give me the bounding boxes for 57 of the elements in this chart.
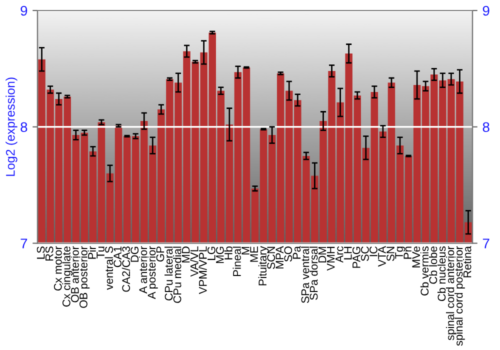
x-tick-label: VTA [378,246,386,267]
y-tick-label: 7 [20,238,28,248]
x-tick-label: SO [284,246,292,262]
x-tick-label: A anterior [138,246,148,294]
x-tick-label: RS [45,246,54,261]
y-tick-label: 8 [20,122,28,132]
x-tick-label: DG [130,246,139,262]
x-tick-label: Cx motor [54,246,62,291]
x-tick-label: MG [216,246,224,264]
x-tick-label: M [242,246,250,254]
x-tick-label: A posterior [147,246,158,300]
x-tick-label: VA/VL [190,246,198,277]
x-tick-label: Arc [336,246,344,263]
x-tick-label: ventral S [104,246,113,290]
x-tick-label: SN [386,246,394,261]
x-tick-label: spinal cord anterior [446,246,456,340]
x-tick-label: SCN [267,246,276,269]
x-tick-label: Cb vermis [420,246,429,296]
x-tick-label: Tg [395,246,406,259]
x-tick-label: CA1 [114,246,122,268]
y-axis-title: Log2 (expression) [6,78,18,176]
x-tick-label: GP [156,246,164,262]
x-tick-label: Pineal [232,246,241,276]
x-tick-label: MVe [412,246,420,268]
x-tick-label: Pituitary [258,246,269,286]
x-tick-label: ME [250,246,258,262]
x-tick-label: Pn [404,246,412,259]
x-tick-label: Cb lobe [428,246,438,284]
y2-tick-label: 7 [482,238,490,248]
x-tick-label: Pa [292,246,301,259]
x-tick-label: PAG [352,246,360,268]
x-tick-label: OB posterior [79,246,90,308]
x-tick-label: SPa ventral [301,246,310,303]
y2-tick-label: 8 [482,122,490,132]
x-tick-label: SC [360,246,369,261]
x-tick-label: Pir [88,246,96,259]
x-tick-label: Hb [224,246,232,260]
x-tick-label: DM [318,246,326,262]
x-tick-label: MPA [276,246,284,268]
y2-tick-label: 9 [482,6,490,16]
x-tick-label: LS [36,246,45,259]
x-tick-label: SPa dorsal [310,246,318,300]
x-tick-label: CPu medial [173,246,182,303]
x-tick-label: LG [207,246,216,260]
x-tick-label: Tu [96,246,104,258]
x-tick-label: LH [344,246,352,260]
x-tick-label: OB anterior [70,246,79,302]
x-tick-label: CA2/CA3 [122,246,130,292]
x-tick-label: CPu lateral [164,246,173,300]
x-tick-label: VPM/VPL [198,246,207,294]
x-tick-label: Cb nucleus [437,246,446,302]
x-tick-label: MD [182,246,190,262]
x-tick-label: VMH [326,246,335,271]
x-tick-label: IC [370,246,378,256]
x-tick-label: spinal cord posterior [454,246,465,346]
x-tick-label: Retina [463,246,472,278]
y-tick-label: 9 [20,6,28,16]
